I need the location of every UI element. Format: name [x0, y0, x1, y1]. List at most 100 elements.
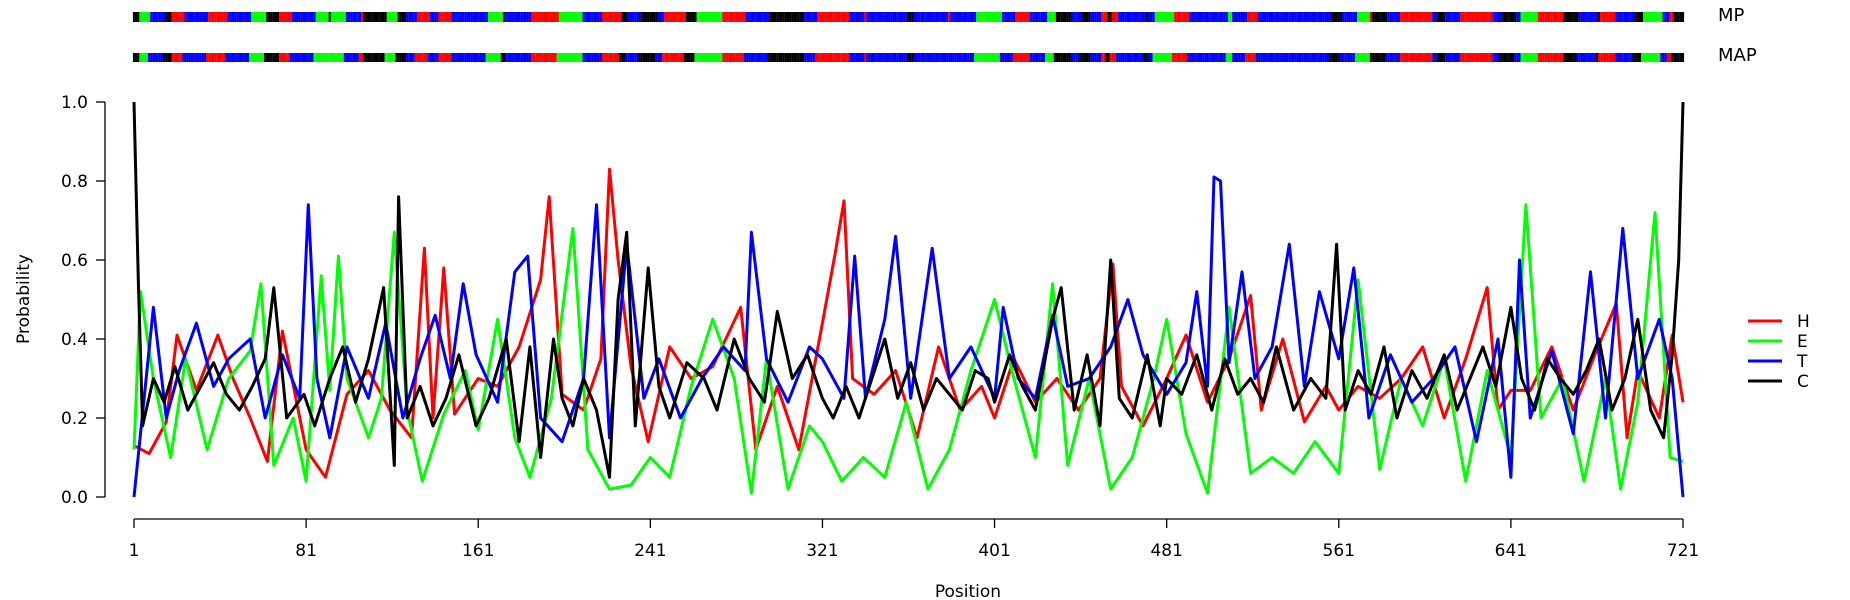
track-segment [584, 53, 587, 62]
track-segment [1658, 12, 1661, 22]
track-segment [139, 53, 142, 62]
track-segment [784, 12, 787, 22]
track-segment [758, 12, 762, 22]
track-segment [1638, 12, 1642, 22]
track-MP [132, 12, 1685, 22]
track-segment [1215, 53, 1218, 62]
track-segment [879, 12, 882, 22]
track-segment [436, 12, 439, 22]
track-segment [515, 12, 519, 22]
track-segment [1187, 53, 1190, 62]
track-segment [1081, 53, 1084, 62]
track-segment [739, 12, 742, 22]
track-segment [728, 53, 732, 62]
track-segment [156, 53, 159, 62]
track-segment [890, 53, 893, 62]
track-segment [1339, 53, 1343, 62]
track-segment [345, 53, 349, 62]
track-segment [821, 12, 824, 22]
track-segment [447, 53, 450, 62]
track-segment [1068, 53, 1071, 62]
track-segment [1085, 53, 1089, 62]
track-segment [1260, 53, 1263, 62]
track-segment [1344, 12, 1347, 22]
track-segment [509, 53, 512, 62]
track-segment [604, 12, 607, 22]
track-segment [365, 53, 368, 62]
track-segment [591, 53, 594, 62]
track-segment [1032, 12, 1035, 22]
track-segment [1279, 12, 1282, 22]
track-segment [1219, 53, 1222, 62]
track-segment [668, 12, 671, 22]
track-segment [1094, 53, 1097, 62]
track-segment [1617, 53, 1620, 62]
track-segment [948, 12, 951, 22]
track-segment [1204, 12, 1207, 22]
track-segment [367, 53, 370, 62]
track-segment [918, 12, 921, 22]
track-segment [939, 12, 942, 22]
track-segment [1159, 12, 1162, 22]
track-segment [1116, 12, 1119, 22]
track-segment [384, 12, 387, 22]
track-segment [1378, 12, 1381, 22]
track-segment [457, 12, 460, 22]
track-segment [1391, 53, 1394, 62]
track-segment [1253, 12, 1256, 22]
track-segment [464, 12, 467, 22]
track-segment [1402, 12, 1405, 22]
track-segment [941, 12, 945, 22]
track-segment [1634, 53, 1637, 62]
track-segment [1468, 12, 1472, 22]
track-segment [1499, 12, 1502, 22]
track-segment [1150, 53, 1153, 62]
track-segment [552, 53, 555, 62]
track-segment [823, 53, 826, 62]
track-segment [588, 12, 592, 22]
track-segment [1012, 53, 1016, 62]
track-segment [137, 12, 140, 22]
track-segment [438, 53, 441, 62]
track-segment [302, 12, 306, 22]
track-segment [423, 12, 426, 22]
track-segment [324, 12, 327, 22]
track-segment [378, 12, 381, 22]
track-segment [752, 53, 755, 62]
track-segment [1443, 53, 1446, 62]
track-segment [1453, 12, 1457, 22]
track-segment [1664, 12, 1667, 22]
track-segment [677, 12, 680, 22]
track-segment [403, 53, 407, 62]
track-segment [1428, 53, 1431, 62]
track-segment [257, 12, 260, 22]
track-segment [1428, 12, 1431, 22]
track-segment [662, 12, 665, 22]
x-tick-label: 81 [295, 541, 317, 561]
track-segment [778, 53, 781, 62]
track-segment [1025, 12, 1028, 22]
track-segment [1385, 12, 1388, 22]
x-tick-label: 561 [1323, 541, 1355, 561]
track-segment [459, 53, 463, 62]
track-segment [182, 12, 185, 22]
track-segment [642, 12, 645, 22]
track-segment [1666, 12, 1670, 22]
track-segment [1141, 53, 1145, 62]
track-segment [948, 53, 951, 62]
track-segment [1017, 12, 1020, 22]
track-segment [147, 12, 151, 22]
track-segment [754, 53, 757, 62]
track-segment [1363, 53, 1366, 62]
track-segment [427, 53, 430, 62]
track-segment [1656, 53, 1659, 62]
track-segment [294, 12, 297, 22]
track-segment [1199, 12, 1203, 22]
track-segment [1113, 53, 1117, 62]
track-segment [1352, 12, 1355, 22]
track-segment [1066, 12, 1069, 22]
track-segment [1458, 12, 1461, 22]
track-segment [672, 12, 676, 22]
track-segment [1359, 53, 1362, 62]
track-segment [1522, 53, 1525, 62]
